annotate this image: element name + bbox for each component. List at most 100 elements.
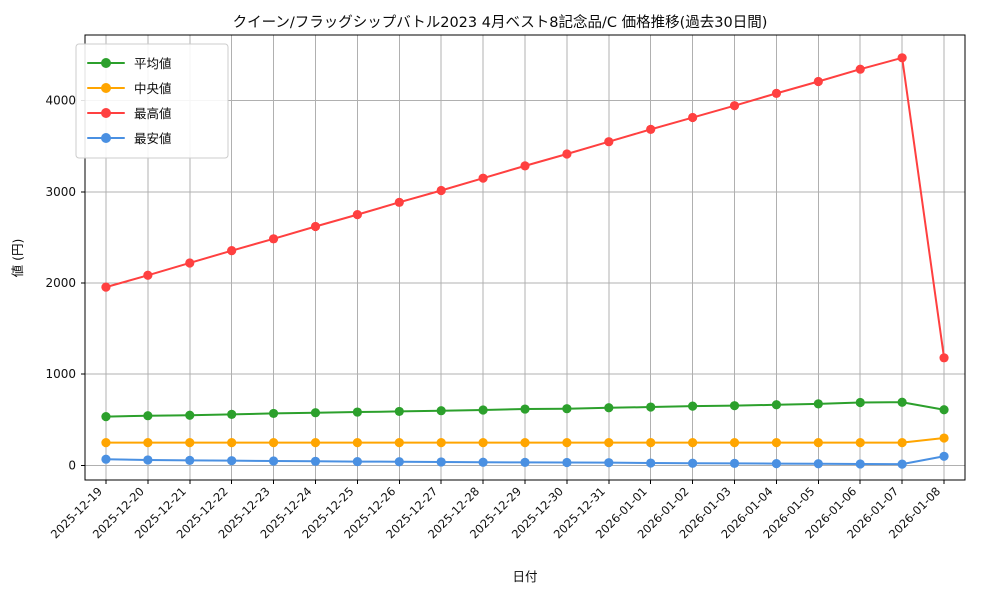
data-point [352, 210, 362, 220]
legend-item-中央値[interactable]: 中央値 [87, 81, 172, 96]
data-point [771, 458, 782, 469]
data-point [520, 404, 530, 414]
y-tick-label: 1000 [45, 367, 76, 381]
data-point [310, 456, 321, 466]
data-point [646, 458, 656, 468]
data-point [939, 433, 949, 443]
legend-item-最安値[interactable]: 最安値 [87, 131, 172, 146]
data-point [185, 410, 195, 420]
data-point [855, 459, 865, 469]
y-axis-ticks: 0 1000 2000 3000 4000 [45, 94, 85, 472]
data-point [688, 458, 698, 468]
data-point [604, 137, 614, 147]
data-point [646, 438, 656, 448]
data-point [268, 234, 279, 244]
data-point [478, 438, 488, 448]
data-point [352, 438, 362, 448]
data-point [939, 451, 949, 461]
data-point [310, 221, 321, 232]
data-point [101, 454, 111, 464]
data-point [520, 438, 530, 448]
plot-area-border [84, 34, 966, 481]
data-point [646, 402, 656, 412]
data-point [562, 438, 572, 448]
data-point [688, 112, 698, 123]
data-point [729, 101, 740, 111]
data-point [478, 173, 488, 183]
data-point [101, 412, 111, 422]
data-point [855, 64, 865, 74]
data-point [897, 53, 907, 63]
data-point [478, 405, 488, 415]
data-point [394, 438, 404, 448]
chart-title: クイーン/フラッグシップバトル2023 4月ベスト8記念品/C 価格推移(過去3… [233, 13, 768, 31]
data-point [604, 403, 614, 413]
y-tick-label: 2000 [45, 276, 76, 290]
series-最高値 [101, 53, 949, 363]
data-point [310, 438, 321, 448]
data-point [646, 124, 656, 134]
data-point [268, 408, 279, 419]
data-point [101, 282, 111, 292]
legend-marker [101, 58, 111, 68]
legend-item-平均値[interactable]: 平均値 [87, 56, 172, 71]
series-平均値 [101, 397, 949, 422]
data-point [939, 353, 949, 363]
legend-label: 最高値 [134, 106, 172, 121]
data-point [604, 438, 614, 448]
data-point [939, 405, 949, 415]
data-point [352, 456, 362, 467]
legend-label: 平均値 [134, 56, 172, 71]
data-point [185, 438, 195, 448]
data-point [604, 458, 614, 468]
data-point [520, 161, 530, 171]
data-point [562, 149, 572, 159]
data-point [771, 88, 782, 98]
data-point [855, 438, 865, 448]
data-point [185, 258, 195, 268]
legend-marker [101, 133, 111, 143]
data-point [268, 456, 279, 466]
data-point [562, 457, 572, 468]
data-point [813, 399, 823, 409]
legend-marker [101, 83, 111, 93]
data-point [771, 400, 782, 410]
data-point [436, 438, 446, 448]
y-tick-label: 4000 [45, 94, 76, 108]
data-point [227, 246, 237, 256]
data-point [729, 458, 740, 468]
data-point [185, 455, 195, 465]
data-point [394, 406, 404, 417]
data-point [143, 455, 153, 465]
legend-background [75, 43, 229, 159]
data-point [227, 456, 237, 466]
data-point [813, 459, 823, 469]
data-point [813, 76, 823, 87]
data-point [855, 397, 865, 408]
series-最安値 [101, 451, 949, 469]
data-point [143, 438, 153, 448]
data-point [143, 411, 153, 421]
legend-item-最高値[interactable]: 最高値 [87, 106, 172, 121]
data-point [436, 457, 446, 467]
data-point [897, 459, 907, 469]
data-point [897, 438, 907, 448]
data-point [478, 457, 488, 467]
y-tick-label: 3000 [45, 185, 76, 199]
data-point [310, 408, 321, 418]
y-axis-title: 値 (円) [10, 239, 25, 278]
legend-marker [101, 108, 111, 118]
legend-label: 最安値 [134, 131, 172, 146]
data-point [688, 401, 698, 411]
y-tick-label: 0 [68, 458, 76, 472]
data-point [268, 438, 279, 448]
data-point [394, 457, 404, 467]
data-point [729, 438, 740, 448]
data-point [771, 438, 782, 448]
data-point [520, 457, 530, 467]
legend-label: 中央値 [134, 81, 172, 96]
x-axis-title: 日付 [512, 569, 537, 584]
